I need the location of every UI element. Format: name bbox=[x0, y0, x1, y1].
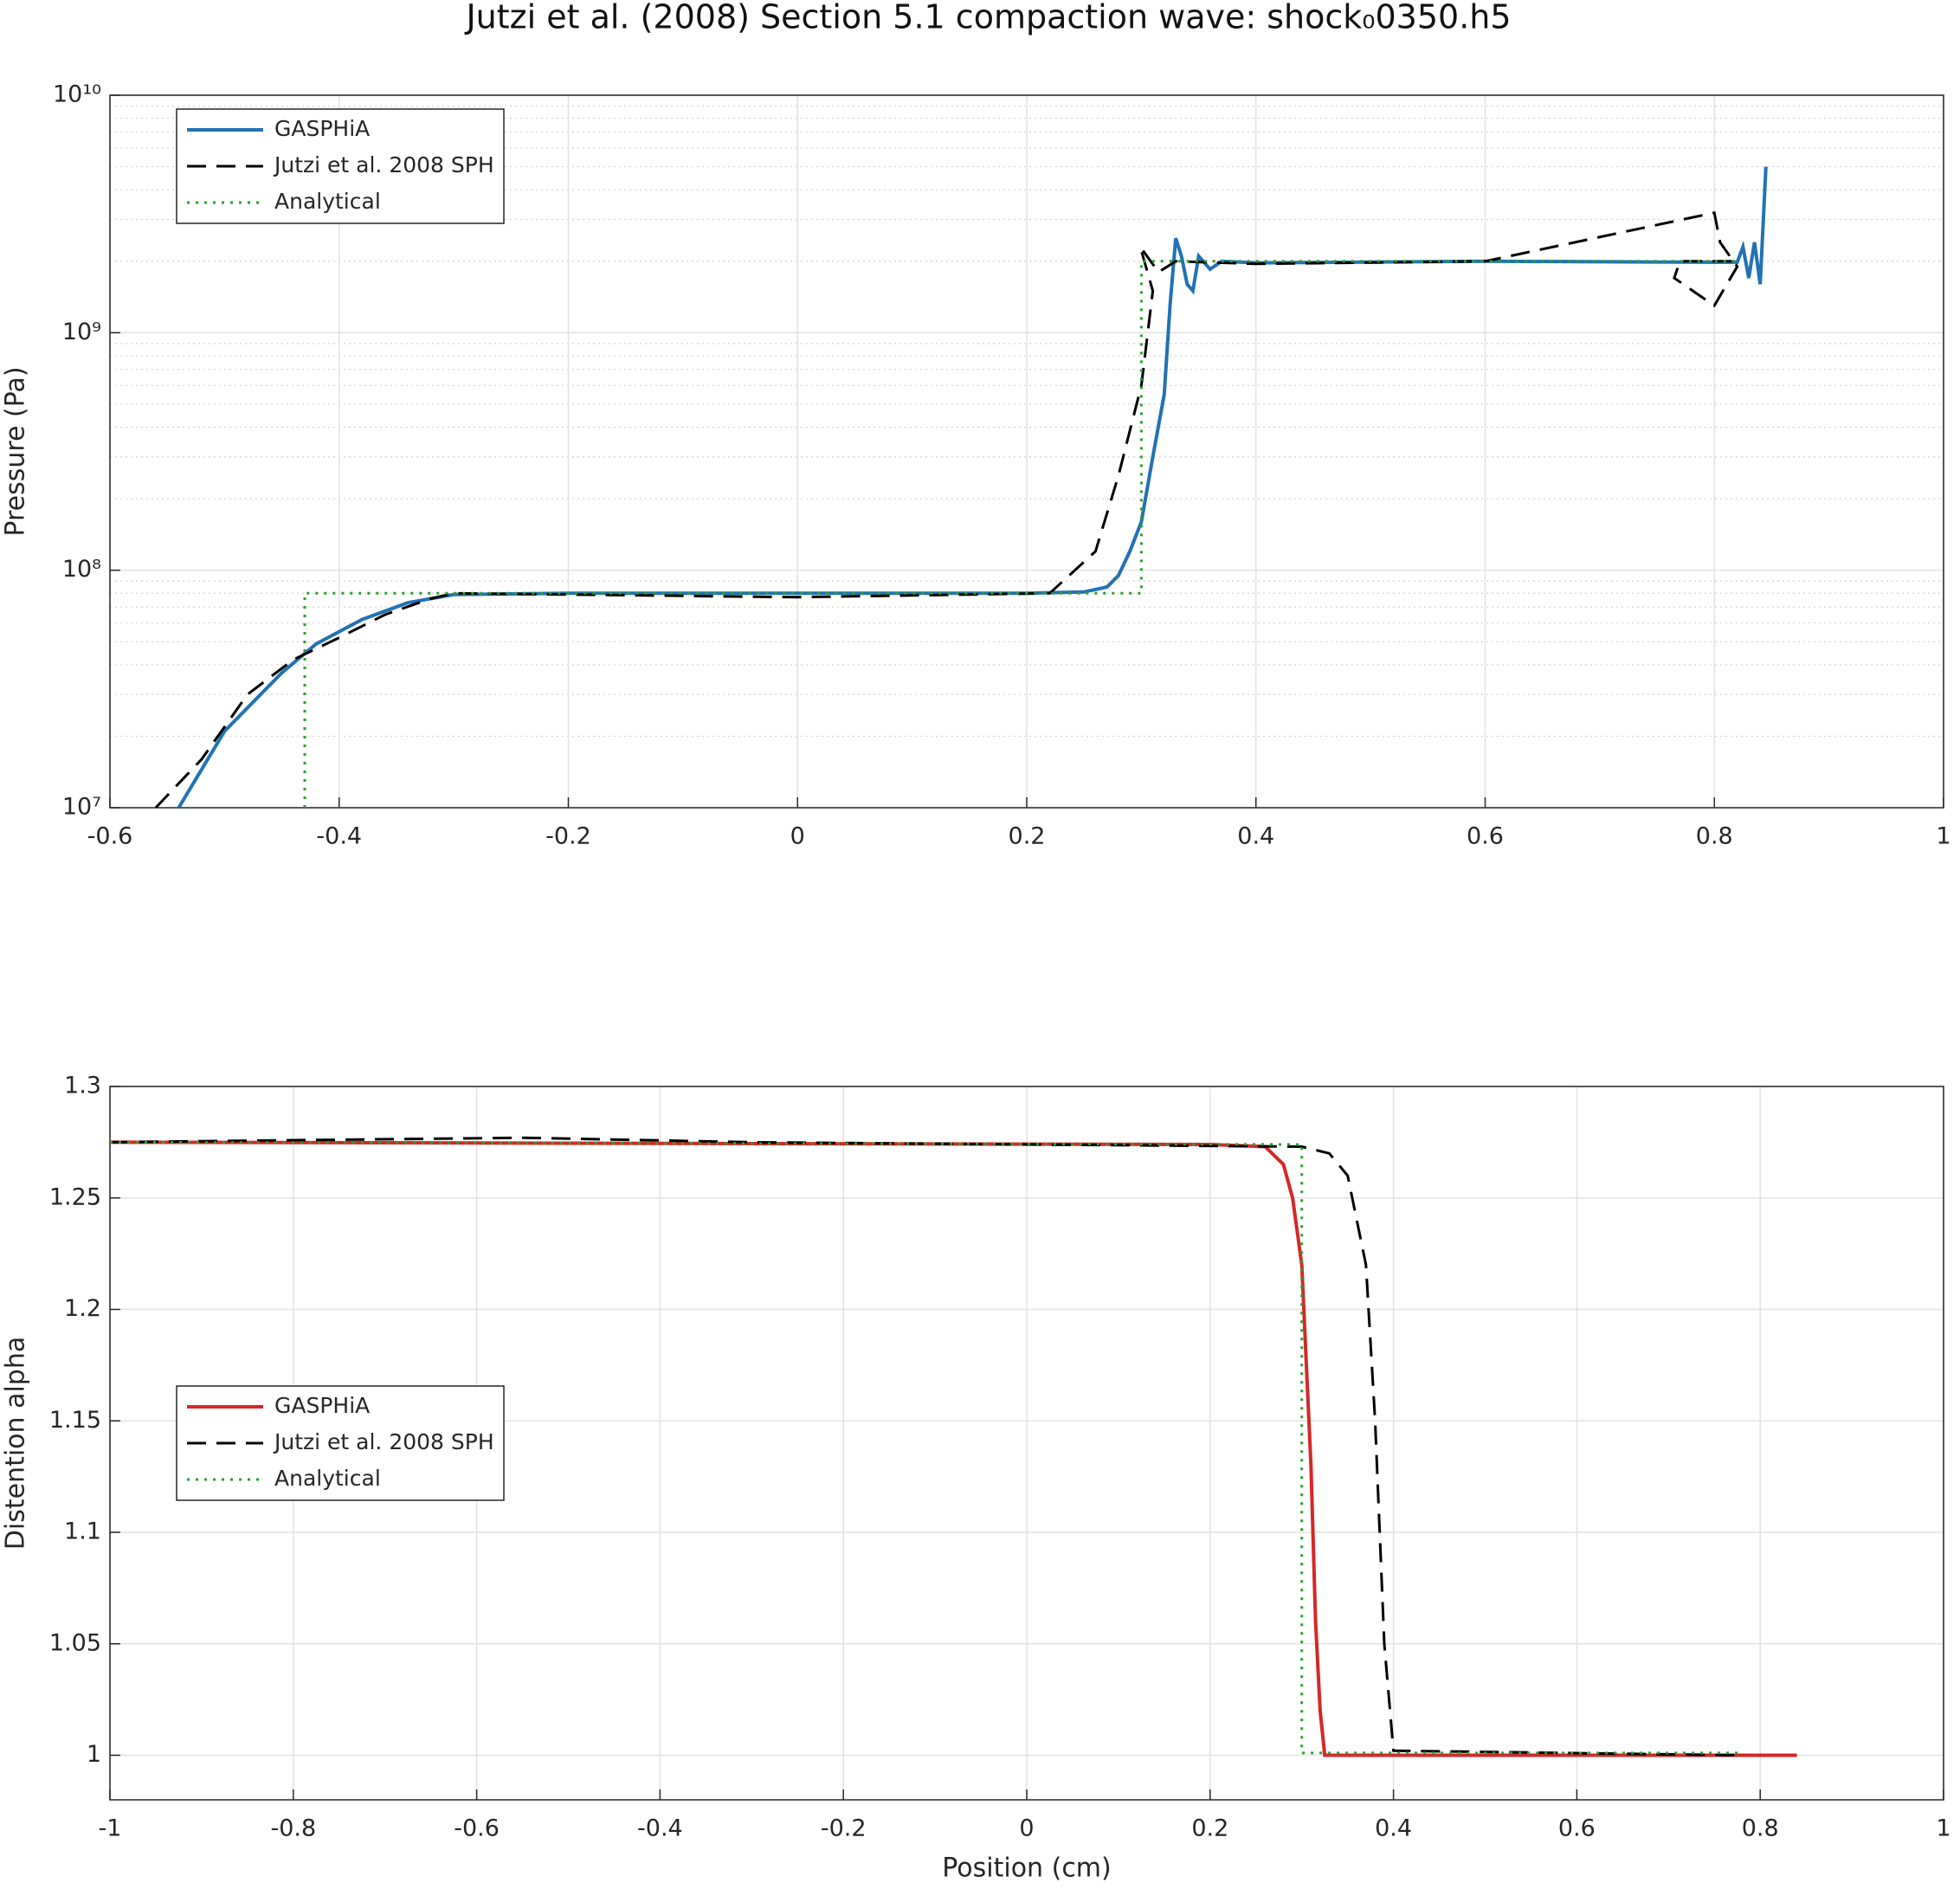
x-axis-label: Position (cm) bbox=[942, 1854, 1111, 1884]
x-tick-label: 0.6 bbox=[1558, 1815, 1596, 1842]
x-tick-label: 0.8 bbox=[1742, 1815, 1779, 1842]
x-tick-label: 0 bbox=[1019, 1815, 1034, 1842]
y-tick-label: 1.15 bbox=[49, 1407, 101, 1434]
axes-box bbox=[109, 94, 1944, 809]
series-line bbox=[177, 166, 1768, 808]
x-tick-label: -1 bbox=[99, 1815, 122, 1842]
legend-label: Jutzi et al. 2008 SPH bbox=[273, 152, 494, 177]
y-tick-label: 10⁹ bbox=[62, 319, 101, 345]
y-tick-label: 10¹⁰ bbox=[53, 81, 101, 108]
series-line bbox=[303, 260, 1738, 808]
chart-title: Jutzi et al. (2008) Section 5.1 compacti… bbox=[464, 0, 1511, 36]
x-tick-label: 0.4 bbox=[1375, 1815, 1412, 1842]
y-tick-label: 1.25 bbox=[49, 1183, 101, 1210]
series-line bbox=[110, 1136, 1743, 1757]
axes-box bbox=[109, 1086, 1944, 1801]
legend-label: GASPHiA bbox=[274, 1393, 370, 1418]
y-tick-label: 1.05 bbox=[49, 1629, 101, 1656]
x-tick-label: -0.8 bbox=[270, 1815, 316, 1842]
x-tick-label: -0.4 bbox=[637, 1815, 683, 1842]
x-tick-label: 0.4 bbox=[1237, 823, 1274, 850]
y-tick-label: 10⁷ bbox=[62, 794, 101, 821]
legend-label: Analytical bbox=[274, 1466, 381, 1491]
legend-label: Jutzi et al. 2008 SPH bbox=[273, 1429, 494, 1454]
y-axis-label: Distention alpha bbox=[1, 1337, 31, 1550]
x-tick-label: 0.6 bbox=[1467, 823, 1504, 850]
y-tick-label: 1.1 bbox=[64, 1518, 101, 1545]
x-tick-label: -0.6 bbox=[87, 823, 133, 850]
legend-label: Analytical bbox=[274, 189, 381, 214]
y-tick-label: 1.3 bbox=[64, 1073, 101, 1099]
y-axis-label: Pressure (Pa) bbox=[1, 366, 31, 536]
x-tick-label: 0.8 bbox=[1696, 823, 1733, 850]
x-tick-label: -0.6 bbox=[454, 1815, 500, 1842]
x-tick-label: -0.2 bbox=[821, 1815, 867, 1842]
x-tick-label: -0.4 bbox=[316, 823, 362, 850]
x-tick-label: 1 bbox=[1936, 1815, 1950, 1842]
y-tick-label: 1 bbox=[87, 1741, 101, 1768]
x-tick-label: 0.2 bbox=[1191, 1815, 1228, 1842]
x-tick-label: -0.2 bbox=[545, 823, 591, 850]
x-tick-label: 0 bbox=[790, 823, 805, 850]
legend-label: GASPHiA bbox=[274, 116, 370, 141]
x-tick-label: 0.2 bbox=[1009, 823, 1046, 850]
y-tick-label: 10⁸ bbox=[62, 556, 101, 583]
series-line bbox=[154, 211, 1739, 808]
x-tick-label: 1 bbox=[1936, 823, 1950, 850]
y-tick-label: 1.2 bbox=[64, 1295, 101, 1322]
